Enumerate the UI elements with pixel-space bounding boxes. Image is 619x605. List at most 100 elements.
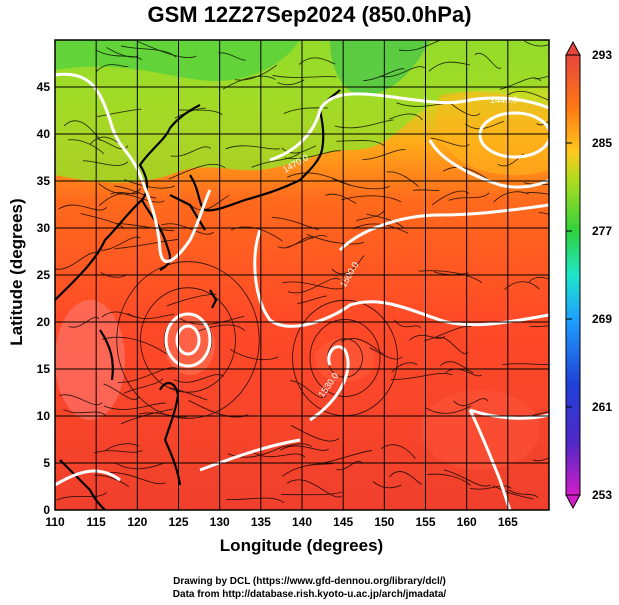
streamline	[218, 52, 246, 61]
streamline	[386, 171, 419, 187]
x-axis-label: Longitude (degrees)	[219, 536, 384, 555]
streamline	[272, 75, 337, 78]
streamline	[340, 338, 384, 355]
colorbar-body	[565, 54, 581, 496]
streamline	[366, 213, 404, 229]
streamline	[389, 471, 423, 485]
credit-data: Data from http://database.rish.kyoto-u.a…	[172, 589, 447, 600]
y-tick-label: 10	[37, 409, 51, 423]
streamline	[282, 443, 313, 448]
streamline	[123, 378, 164, 394]
streamline	[435, 336, 469, 355]
streamline	[102, 336, 167, 355]
streamline	[95, 49, 143, 61]
streamline	[390, 372, 453, 380]
colorbar-top-arrow	[565, 40, 581, 56]
streamline	[114, 239, 178, 250]
streamline	[226, 497, 285, 504]
streamline	[286, 479, 342, 498]
streamline	[448, 192, 490, 201]
y-tick-label: 20	[37, 315, 51, 329]
streamline	[287, 172, 351, 186]
streamline	[533, 457, 549, 462]
streamline	[282, 281, 344, 290]
streamline	[281, 463, 334, 477]
streamline	[58, 204, 108, 211]
streamline	[507, 90, 549, 101]
streamline	[280, 445, 330, 451]
streamline	[95, 64, 129, 73]
credit-drawing: Drawing by DCL (https://www.gfd-dennou.o…	[173, 576, 446, 587]
x-tick-label: 115	[86, 515, 106, 529]
streamline	[430, 137, 470, 147]
streamline	[428, 61, 470, 72]
streamline	[526, 192, 549, 195]
streamline	[120, 408, 173, 425]
colorbar-tick-label: 285	[592, 136, 612, 150]
streamline	[106, 47, 139, 58]
x-tick-label: 120	[127, 515, 147, 529]
streamline	[443, 469, 491, 487]
streamline	[341, 195, 402, 203]
streamline	[427, 473, 471, 486]
y-tick-label: 5	[43, 456, 50, 470]
colorbar-tick-label: 253	[592, 488, 612, 502]
streamline	[289, 380, 327, 398]
streamline	[168, 163, 226, 180]
streamline	[103, 402, 166, 410]
streamline-vortex	[140, 287, 236, 393]
colorbar-tick-label: 277	[592, 224, 612, 238]
figure-title: GSM 12Z27Sep2024 (850.0hPa)	[147, 2, 472, 27]
streamline	[105, 472, 166, 485]
streamline	[424, 325, 472, 342]
streamline	[336, 140, 385, 147]
streamline	[298, 57, 336, 65]
streamline	[121, 45, 177, 58]
y-tick-label: 25	[37, 268, 51, 282]
streamline	[191, 195, 230, 211]
streamline	[251, 152, 301, 168]
streamline	[286, 235, 328, 248]
streamline	[523, 182, 549, 186]
streamline	[389, 113, 423, 121]
streamline	[173, 374, 225, 383]
streamline	[524, 40, 549, 47]
x-tick-label: 155	[415, 515, 435, 529]
streamline	[100, 236, 141, 251]
streamline	[528, 276, 549, 283]
streamline	[161, 223, 214, 235]
colorbar-ticks: 293 285 277 269 261 253	[566, 48, 612, 502]
streamline	[169, 387, 208, 401]
streamline	[80, 212, 125, 229]
streamline	[413, 189, 440, 191]
x-tick-label: 165	[498, 515, 518, 529]
streamline	[127, 312, 175, 320]
streamline	[445, 368, 482, 377]
colorbar: 293 285 277 269 261 253	[565, 40, 612, 510]
x-tick-label: 145	[333, 515, 353, 529]
streamline	[198, 324, 246, 332]
streamline	[499, 77, 542, 90]
streamline	[272, 216, 319, 230]
streamline	[502, 363, 549, 366]
streamline	[225, 145, 280, 150]
streamline	[229, 348, 279, 361]
streamline	[56, 491, 108, 501]
streamline-vortex	[116, 261, 260, 419]
y-tick-label: 45	[37, 80, 51, 94]
y-tick-label: 40	[37, 127, 51, 141]
streamline	[398, 40, 442, 52]
streamline	[68, 139, 105, 155]
x-tick-label: 160	[457, 515, 477, 529]
streamline	[334, 119, 394, 129]
streamline	[281, 491, 343, 496]
streamline	[96, 108, 142, 118]
streamline	[114, 185, 157, 199]
streamline	[170, 146, 212, 157]
streamline	[509, 489, 539, 498]
streamline	[532, 411, 549, 416]
streamline	[474, 52, 502, 69]
streamline	[492, 485, 534, 500]
lat-lon-grid	[54, 39, 550, 511]
